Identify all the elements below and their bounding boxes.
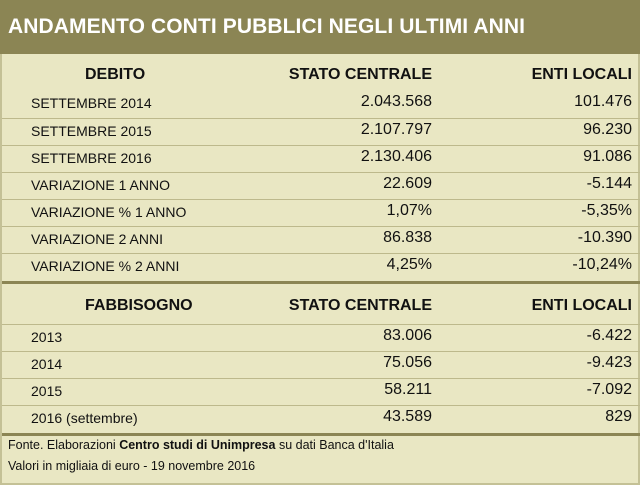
row-stato: 1,07% <box>386 202 432 219</box>
row-stato: 4,25% <box>386 256 432 273</box>
row-label: 2015 <box>31 383 63 399</box>
table-row: VARIAZIONE 1 ANNO 22.609 -5.144 <box>2 173 640 200</box>
row-divider <box>2 118 640 119</box>
table-row: VARIAZIONE % 2 ANNI 4,25% -10,24% <box>2 254 640 281</box>
row-stato: 2.130.406 <box>360 148 432 165</box>
row-enti: -6.422 <box>586 327 632 344</box>
row-divider <box>2 253 640 254</box>
row-divider <box>2 351 640 352</box>
source-org: Centro studi di Unimpresa <box>119 438 276 452</box>
debito-header-enti: ENTI LOCALI <box>531 66 632 83</box>
table-row: 2013 83.006 -6.422 <box>2 325 640 352</box>
table-row: VARIAZIONE % 1 ANNO 1,07% -5,35% <box>2 200 640 227</box>
row-enti: 91.086 <box>583 148 632 165</box>
debito-header-stato: STATO CENTRALE <box>288 66 432 83</box>
row-label: SETTEMBRE 2016 <box>31 150 152 166</box>
row-label: 2014 <box>31 356 63 372</box>
row-stato: 83.006 <box>383 327 432 344</box>
table-row: 2015 58.211 -7.092 <box>2 379 640 406</box>
table-panel: DEBITO STATO CENTRALE ENTI LOCALI SETTEM… <box>0 54 640 485</box>
source-prefix: Fonte. Elaborazioni <box>8 438 120 452</box>
row-stato: 22.609 <box>383 175 432 192</box>
table-row: 2014 75.056 -9.423 <box>2 352 640 379</box>
footer-divider <box>2 433 640 436</box>
fabbisogno-header-stato: STATO CENTRALE <box>288 297 432 314</box>
row-label: VARIAZIONE % 1 ANNO <box>31 204 187 220</box>
row-divider <box>2 172 640 173</box>
row-stato: 2.107.797 <box>360 121 432 138</box>
row-stato: 2.043.568 <box>360 93 432 110</box>
row-stato: 58.211 <box>384 381 432 398</box>
table-title: ANDAMENTO CONTI PUBBLICI NEGLI ULTIMI AN… <box>8 15 526 38</box>
table-row: VARIAZIONE 2 ANNI 86.838 -10.390 <box>2 227 640 254</box>
table-row: SETTEMBRE 2016 2.130.406 91.086 <box>2 146 640 173</box>
source-note: Fonte. Elaborazioni Centro studi di Unim… <box>8 438 394 452</box>
fabbisogno-header: FABBISOGNO STATO CENTRALE ENTI LOCALI <box>2 297 640 325</box>
debito-header-label: DEBITO <box>85 66 146 83</box>
row-divider <box>2 405 640 406</box>
row-enti: 829 <box>605 408 632 425</box>
row-label: SETTEMBRE 2014 <box>31 95 152 111</box>
row-label: 2013 <box>31 329 63 345</box>
row-label: VARIAZIONE % 2 ANNI <box>31 258 180 274</box>
row-label: VARIAZIONE 1 ANNO <box>31 177 170 193</box>
row-label: SETTEMBRE 2015 <box>31 123 152 139</box>
debito-header: DEBITO STATO CENTRALE ENTI LOCALI <box>2 66 640 94</box>
row-enti: -10.390 <box>577 229 632 246</box>
row-stato: 43.589 <box>383 408 432 425</box>
table-row: SETTEMBRE 2014 2.043.568 101.476 <box>2 91 640 118</box>
row-divider <box>2 145 640 146</box>
row-stato: 86.838 <box>383 229 432 246</box>
row-enti: -5,35% <box>581 202 632 219</box>
fabbisogno-header-enti: ENTI LOCALI <box>531 297 632 314</box>
row-enti: -10,24% <box>572 256 632 273</box>
section-divider <box>2 281 640 284</box>
row-divider <box>2 199 640 200</box>
row-enti: 101.476 <box>574 93 632 110</box>
row-enti: 96.230 <box>583 121 632 138</box>
row-divider <box>2 378 640 379</box>
row-stato: 75.056 <box>383 354 432 371</box>
fabbisogno-header-label: FABBISOGNO <box>85 297 193 314</box>
row-divider <box>2 226 640 227</box>
units-note: Valori in migliaia di euro - 19 novembre… <box>8 459 256 473</box>
row-divider <box>2 324 640 325</box>
row-label: 2016 (settembre) <box>31 410 138 426</box>
table-row: 2016 (settembre) 43.589 829 <box>2 406 640 433</box>
table-row: SETTEMBRE 2015 2.107.797 96.230 <box>2 119 640 146</box>
row-enti: -7.092 <box>586 381 632 398</box>
source-suffix: su dati Banca d'Italia <box>275 438 394 452</box>
row-enti: -5.144 <box>586 175 632 192</box>
row-label: VARIAZIONE 2 ANNI <box>31 231 163 247</box>
title-bar: ANDAMENTO CONTI PUBBLICI NEGLI ULTIMI AN… <box>0 0 640 54</box>
row-enti: -9.423 <box>586 354 632 371</box>
